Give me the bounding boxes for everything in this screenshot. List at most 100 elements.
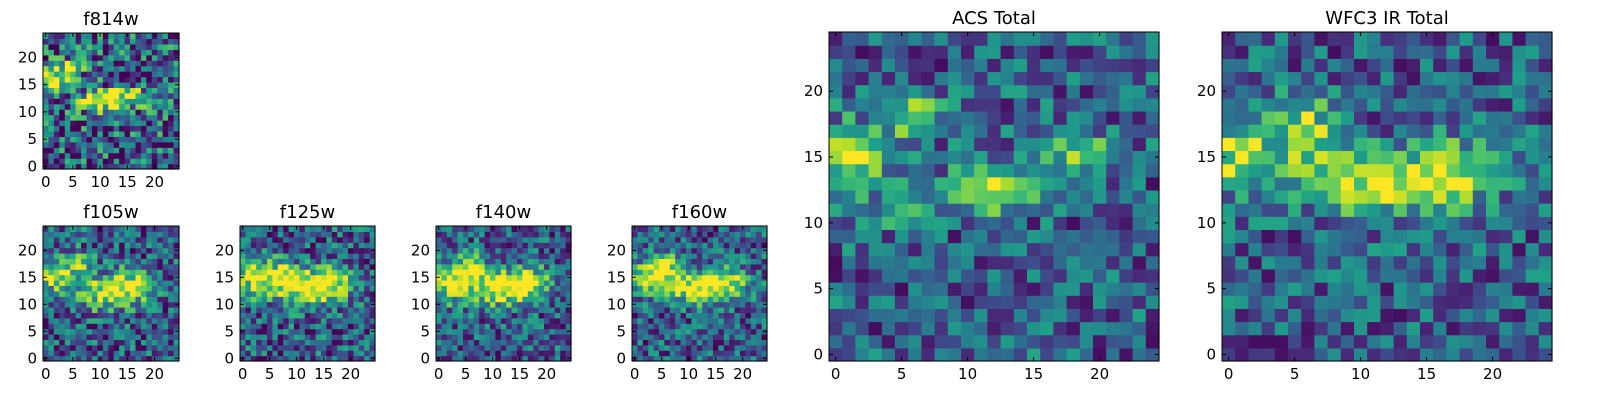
heatmap-cell (1327, 176, 1342, 191)
heatmap-cell (315, 296, 322, 303)
heatmap-cell (1380, 255, 1395, 270)
y-tick-label: 20 (18, 241, 37, 259)
heatmap-cell (484, 328, 491, 335)
heatmap-cell (173, 43, 180, 50)
heatmap-cell (81, 43, 88, 50)
heatmap-cell (310, 274, 317, 281)
heatmap-cell (490, 242, 496, 249)
heatmap-cell (648, 307, 655, 313)
heatmap-cell (452, 296, 459, 303)
heatmap-cell (1066, 84, 1081, 99)
heatmap-cell (48, 258, 55, 265)
heatmap-cell (1512, 150, 1527, 165)
heatmap-cell (1314, 216, 1329, 230)
heatmap-cell (43, 60, 50, 67)
heatmap-cell (457, 328, 464, 335)
heatmap-cell (740, 290, 746, 297)
heatmap-cell (637, 242, 644, 249)
heatmap-cell (632, 285, 638, 292)
heatmap-cell (1512, 295, 1527, 309)
heatmap-cell (245, 280, 252, 286)
heatmap-cell (358, 290, 365, 297)
heatmap-cell (1132, 268, 1147, 283)
heatmap-cell (1486, 255, 1500, 270)
heatmap-cell (310, 339, 317, 346)
heatmap-cell (947, 203, 962, 217)
heatmap-cell (326, 328, 333, 335)
heatmap-cell (473, 290, 480, 297)
heatmap-cell (48, 98, 55, 105)
heatmap-cell (81, 130, 88, 137)
heatmap-cell (761, 307, 768, 313)
heatmap-cell (151, 274, 158, 281)
heatmap-cell (947, 176, 962, 191)
heatmap-cell (294, 242, 300, 249)
heatmap-cell (1040, 255, 1054, 270)
heatmap-cell (1420, 321, 1434, 336)
heatmap-cell (358, 296, 365, 303)
heatmap-cell (48, 71, 55, 78)
heatmap-cell (59, 339, 66, 346)
heatmap-cell (157, 163, 164, 170)
heatmap-cell (168, 355, 175, 362)
heatmap-cell (299, 296, 306, 303)
heatmap-cell (157, 355, 164, 362)
heatmap-cell (734, 242, 741, 249)
heatmap-cell (1053, 229, 1068, 244)
heatmap-cell (446, 334, 453, 340)
heatmap-cell (895, 110, 909, 125)
heatmap-cell (642, 350, 649, 357)
heatmap-cell (130, 285, 137, 292)
heatmap-cell (53, 33, 60, 40)
heatmap-cell (713, 269, 719, 276)
heatmap-cell (53, 125, 60, 132)
heatmap-cell (283, 253, 290, 259)
heatmap-cell (934, 45, 949, 59)
heatmap-cell (750, 263, 757, 270)
heatmap-cell (146, 226, 153, 232)
heatmap-cell (64, 312, 71, 319)
heatmap-cell (1354, 189, 1368, 204)
heatmap-cell (43, 344, 50, 351)
heatmap-cell (162, 49, 169, 56)
heatmap-cell (479, 296, 486, 303)
heatmap-cell (1301, 97, 1315, 112)
heatmap-cell (1367, 282, 1381, 296)
heatmap-cell (500, 236, 507, 243)
heatmap-cell (304, 312, 311, 319)
heatmap-cell (108, 71, 115, 78)
heatmap-cell (97, 296, 104, 303)
heatmap-cell (1354, 176, 1368, 191)
heatmap-cell (119, 147, 126, 154)
heatmap-cell (544, 323, 550, 330)
heatmap-cell (908, 229, 922, 244)
heatmap-cell (554, 236, 561, 243)
heatmap-cell (173, 33, 180, 40)
heatmap-cell (1459, 97, 1474, 112)
heatmap-cell (745, 328, 752, 335)
heatmap-cell (1027, 308, 1041, 323)
heatmap-cell (75, 231, 82, 238)
heatmap-cell (135, 312, 142, 319)
heatmap-cell (64, 103, 71, 110)
heatmap-cell (119, 226, 126, 232)
heatmap-cell (675, 236, 682, 243)
heatmap-cell (162, 38, 169, 45)
heatmap-cell (1119, 229, 1134, 244)
heatmap-cell (91, 98, 98, 105)
heatmap-cell (130, 242, 137, 249)
heatmap-cell (544, 247, 550, 254)
heatmap-cell (1106, 282, 1120, 296)
heatmap-cell (1106, 176, 1120, 191)
heatmap-cell (1406, 150, 1421, 165)
heatmap-cell (1013, 216, 1028, 230)
heatmap-cell (140, 87, 147, 94)
heatmap-cell (140, 296, 147, 303)
heatmap-cell (680, 285, 687, 292)
heatmap-cell (468, 226, 475, 232)
heatmap-cell (1499, 124, 1513, 138)
heatmap-cell (277, 253, 284, 259)
heatmap-cell (1538, 268, 1553, 283)
heatmap-cell (250, 236, 257, 243)
heatmap-cell (113, 317, 120, 324)
